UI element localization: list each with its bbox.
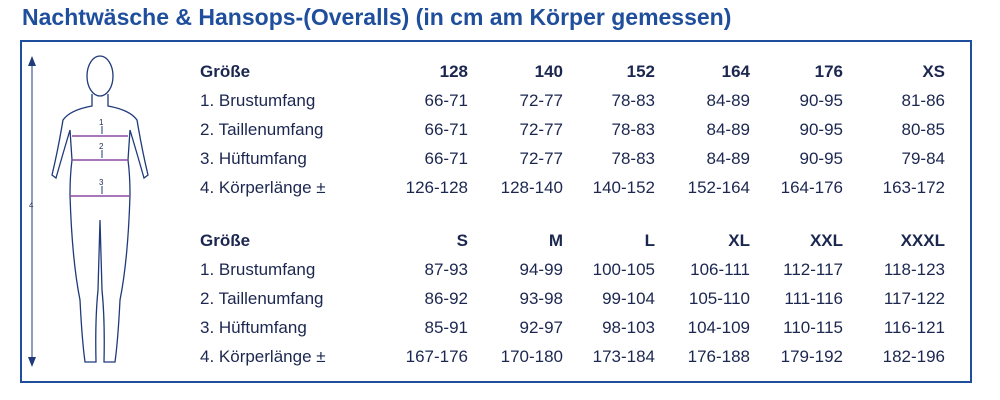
row-label: 1. Brustumfang <box>200 91 316 110</box>
size-cell: 170-180 <box>500 347 563 366</box>
size-cell: 72-77 <box>519 91 563 110</box>
size-cell: 72-77 <box>519 120 563 139</box>
row-label: 3. Hüftumfang <box>200 318 307 337</box>
size-cell: 66-71 <box>424 149 468 168</box>
row-label: 3. Hüftumfang <box>200 149 307 168</box>
header-cell: XXL <box>809 231 843 250</box>
size-cell: 126-128 <box>405 178 468 197</box>
size-cell: 93-98 <box>519 289 563 308</box>
row-label: 2. Taillenumfang <box>200 289 324 308</box>
size-cell: 80-85 <box>901 120 945 139</box>
header-cell: 140 <box>534 62 563 81</box>
size-cell: 104-109 <box>687 318 750 337</box>
size-cell: 85-91 <box>424 318 468 337</box>
size-cell: 81-86 <box>901 91 945 110</box>
figure-label: 2 <box>99 142 104 151</box>
row-label: 2. Taillenumfang <box>200 120 324 139</box>
size-cell: 84-89 <box>706 91 750 110</box>
size-cell: 167-176 <box>405 347 468 366</box>
size-cell: 164-176 <box>780 178 843 197</box>
size-cell: 163-172 <box>882 178 945 197</box>
size-cell: 110-115 <box>783 318 843 337</box>
header-cell: XL <box>728 231 750 250</box>
size-cell: 66-71 <box>424 120 468 139</box>
size-cell: 105-110 <box>688 289 750 308</box>
size-cell: 92-97 <box>519 318 563 337</box>
size-cell: 90-95 <box>799 120 843 139</box>
title: Nachtwäsche & Hansops-(Overalls) (in cm … <box>22 4 732 30</box>
header-cell: XS <box>922 62 945 81</box>
table-frame <box>20 40 972 383</box>
header-cell: S <box>456 231 468 250</box>
header-cell: M <box>548 231 563 250</box>
size-cell: 79-84 <box>901 149 945 168</box>
header-cell: 128 <box>439 62 468 81</box>
size-cell: 116-121 <box>883 318 945 337</box>
size-cell: 112-117 <box>783 260 843 279</box>
size-cell: 86-92 <box>424 289 468 308</box>
size-cell: 66-71 <box>424 91 468 110</box>
header-cell: Größe <box>200 62 251 81</box>
header-cell: L <box>644 231 655 250</box>
size-cell: 84-89 <box>706 120 750 139</box>
size-cell: 106-111 <box>690 260 750 279</box>
figure-label: 4 <box>29 201 34 210</box>
size-cell: 78-83 <box>611 91 655 110</box>
header-cell: 152 <box>626 62 655 81</box>
size-cell: 84-89 <box>706 149 750 168</box>
size-cell: 78-83 <box>611 149 655 168</box>
size-cell: 179-192 <box>780 347 843 366</box>
size-cell: 111-116 <box>784 289 843 308</box>
size-cell: 128-140 <box>500 178 563 197</box>
size-cell: 100-105 <box>592 260 655 279</box>
size-cell: 182-196 <box>882 347 945 366</box>
figure-label: 1 <box>99 118 104 127</box>
size-cell: 78-83 <box>611 120 655 139</box>
header-cell: Größe <box>200 231 251 250</box>
header-cell: 176 <box>814 62 843 81</box>
size-cell: 98-103 <box>602 318 655 337</box>
row-label: 1. Brustumfang <box>200 260 316 279</box>
size-cell: 87-93 <box>424 260 468 279</box>
row-label: 4. Körperlänge ± <box>200 178 326 197</box>
size-cell: 117-122 <box>883 289 945 308</box>
header-cell: 164 <box>721 62 750 81</box>
header-cell: XXXL <box>900 231 945 250</box>
row-label: 4. Körperlänge ± <box>200 347 326 366</box>
size-cell: 118-123 <box>883 260 945 279</box>
size-cell: 140-152 <box>592 178 655 197</box>
size-cell: 90-95 <box>799 149 843 168</box>
size-cell: 176-188 <box>687 347 750 366</box>
size-cell: 152-164 <box>687 178 750 197</box>
size-cell: 94-99 <box>519 260 563 279</box>
size-cell: 90-95 <box>799 91 843 110</box>
figure-label: 3 <box>99 178 104 187</box>
size-cell: 72-77 <box>519 149 563 168</box>
size-cell: 99-104 <box>602 289 655 308</box>
size-cell: 173-184 <box>592 347 655 366</box>
